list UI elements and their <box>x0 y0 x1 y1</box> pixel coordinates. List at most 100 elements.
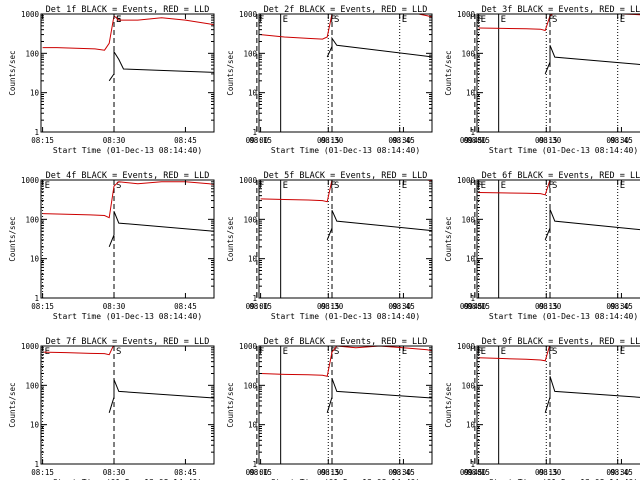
series-line-events <box>544 376 640 413</box>
y-tick-label: 100 <box>25 381 39 390</box>
y-tick-label: 10 <box>466 421 476 430</box>
y-axis-label: Counts/sec <box>226 216 235 261</box>
series-group <box>42 181 214 247</box>
y-axis-label: Counts/sec <box>8 50 17 95</box>
x-tick-label: 08:30 <box>539 136 562 145</box>
event-marker-label: E <box>402 15 407 25</box>
y-tick-label: 1 <box>34 128 39 137</box>
x-tick-label: 09:15 <box>535 136 558 145</box>
series-group <box>42 346 214 413</box>
x-tick-label: 08:30 <box>539 302 562 311</box>
plot-frame <box>40 345 215 465</box>
y-tick-label: 1000 <box>239 176 258 185</box>
event-marker-label: S <box>552 181 557 191</box>
y-axis-label: Counts/sec <box>8 382 17 427</box>
series-line-lld <box>42 14 214 51</box>
series-line-lld <box>260 180 432 203</box>
series-group <box>478 180 640 241</box>
y-tick-label: 1000 <box>21 342 40 351</box>
y-tick-label: 100 <box>25 215 39 224</box>
series-group <box>478 346 640 413</box>
panel-title: Det 2f BLACK = Events, RED = LLD <box>264 5 428 15</box>
x-tick-label: 09:15 <box>317 468 340 477</box>
y-tick-label: 1000 <box>21 176 40 185</box>
event-marker-label: S <box>552 347 557 357</box>
series-line-lld <box>42 346 114 356</box>
y-tick-label: 10 <box>248 89 258 98</box>
y-tick-label: 1000 <box>457 342 476 351</box>
x-axis-label: Start Time (01-Dec-13 08:14:40) <box>489 312 638 321</box>
x-tick-label: 08:15 <box>249 302 272 311</box>
x-tick-label: 08:45 <box>392 136 415 145</box>
event-marker-label: E <box>501 181 506 191</box>
series-line-events <box>108 211 214 247</box>
x-axis-label: Start Time (01-Dec-13 08:14:40) <box>271 312 420 321</box>
x-tick-label: 09:30 <box>606 136 629 145</box>
x-axis-label: Start Time (01-Dec-13 08:14:40) <box>489 146 638 155</box>
panel-title: Det 3f BLACK = Events, RED = LLD <box>482 5 640 15</box>
x-tick-label: 09:30 <box>388 136 411 145</box>
y-tick-label: 1 <box>34 294 39 303</box>
event-marker-label: E <box>402 181 407 191</box>
plot-frame <box>40 179 215 299</box>
y-tick-label: 10 <box>466 255 476 264</box>
event-marker-label: E <box>481 347 486 357</box>
y-tick-label: 100 <box>243 215 257 224</box>
y-tick-label: 1000 <box>21 10 40 19</box>
event-marker-label: E <box>481 181 486 191</box>
y-tick-label: 1 <box>252 128 257 137</box>
event-marker-label: F <box>548 15 553 25</box>
y-tick-label: 1 <box>470 294 475 303</box>
y-axis-label: Counts/sec <box>226 50 235 95</box>
event-marker-label: F <box>330 15 335 25</box>
y-tick-label: 10 <box>30 421 40 430</box>
x-axis-label: Start Time (01-Dec-13 08:14:40) <box>271 146 420 155</box>
x-tick-label: 08:15 <box>467 468 490 477</box>
x-tick-label: 08:45 <box>610 468 633 477</box>
panel-title: Det 8f BLACK = Events, RED = LLD <box>264 337 428 347</box>
y-tick-label: 100 <box>461 49 475 58</box>
y-tick-label: 1000 <box>457 176 476 185</box>
event-marker-label: E <box>283 181 288 191</box>
panel-title: Det 7f BLACK = Events, RED = LLD <box>46 337 210 347</box>
series-line-events <box>108 379 214 413</box>
series-line-events <box>326 378 432 413</box>
x-tick-label: 08:45 <box>174 468 197 477</box>
y-tick-label: 1000 <box>239 342 258 351</box>
x-tick-label: 09:00 <box>464 468 487 477</box>
x-tick-label: 09:30 <box>606 468 629 477</box>
event-marker-label: F <box>330 181 335 191</box>
y-tick-label: 1 <box>252 460 257 469</box>
x-tick-label: 08:45 <box>610 302 633 311</box>
event-marker-label: S <box>116 181 121 191</box>
series-line-lld <box>260 14 432 40</box>
plot-frame <box>40 13 215 133</box>
y-axis-label: Counts/sec <box>444 382 453 427</box>
x-tick-label: 08:45 <box>392 302 415 311</box>
x-tick-label: 09:00 <box>246 136 269 145</box>
x-tick-label: 09:45 <box>460 468 483 477</box>
y-tick-label: 100 <box>243 49 257 58</box>
event-marker-label: E <box>481 15 486 25</box>
x-tick-label: 08:45 <box>174 136 197 145</box>
x-tick-label: 09:15 <box>535 302 558 311</box>
event-marker-label: F <box>548 347 553 357</box>
y-tick-label: 10 <box>30 89 40 98</box>
x-tick-label: 08:15 <box>249 468 272 477</box>
x-tick-label: 09:00 <box>246 468 269 477</box>
y-tick-label: 10 <box>248 421 258 430</box>
event-marker-label: F <box>330 347 335 357</box>
panel-title: Det 4f BLACK = Events, RED = LLD <box>46 171 210 181</box>
y-axis-label: Counts/sec <box>444 216 453 261</box>
plot-frame <box>476 13 640 133</box>
event-marker-label: S <box>334 347 339 357</box>
x-tick-label: 08:30 <box>321 136 344 145</box>
x-tick-label: 08:30 <box>103 468 126 477</box>
x-tick-label: 08:45 <box>610 136 633 145</box>
y-tick-label: 10 <box>466 89 476 98</box>
panel-title: Det 5f BLACK = Events, RED = LLD <box>264 171 428 181</box>
